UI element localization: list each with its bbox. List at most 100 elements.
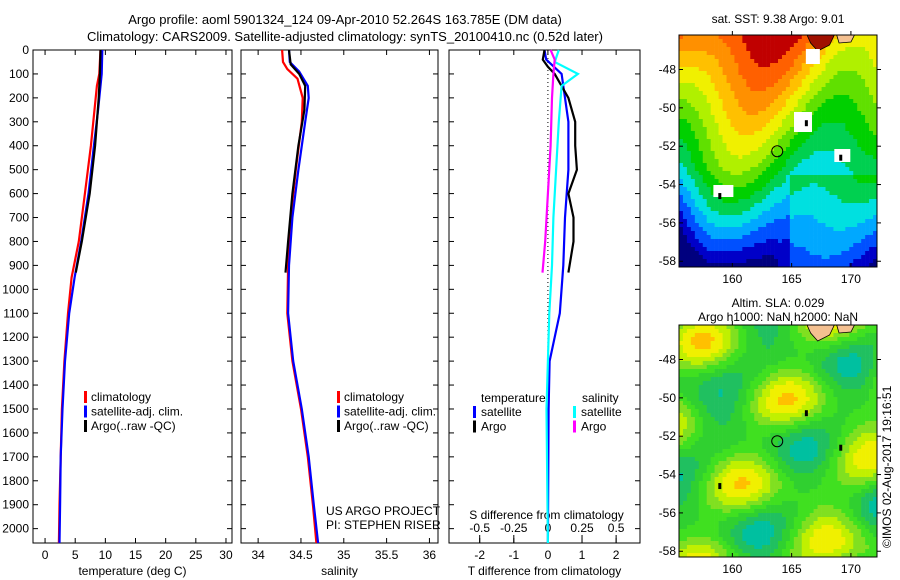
map-cell xyxy=(825,215,830,220)
map-cell xyxy=(817,381,822,386)
map-cell xyxy=(849,199,854,204)
map-cell xyxy=(853,47,858,52)
map-cell xyxy=(746,397,751,402)
map-cell xyxy=(778,409,783,414)
map-cell xyxy=(766,409,771,414)
map-cell xyxy=(679,43,684,48)
map-cell xyxy=(686,441,692,446)
map-cell xyxy=(825,389,830,394)
map-cell xyxy=(809,433,814,438)
map-cell xyxy=(762,381,767,386)
map-cell xyxy=(774,191,779,196)
map-cell xyxy=(726,325,731,330)
map-cell xyxy=(718,163,723,168)
map-cell xyxy=(837,99,842,104)
map-cell xyxy=(873,365,878,370)
map-cell xyxy=(750,461,755,466)
map-cell xyxy=(781,333,787,338)
map-cell xyxy=(869,453,874,458)
map-cell xyxy=(682,385,688,390)
map-cell xyxy=(853,461,858,466)
map-cell xyxy=(865,453,870,458)
map-cell xyxy=(778,143,783,148)
map-cell xyxy=(722,203,727,208)
map-cell xyxy=(762,393,767,398)
map-cell xyxy=(849,131,854,136)
map-cell xyxy=(702,349,708,354)
map-cell xyxy=(682,171,688,176)
map-cell xyxy=(817,179,822,184)
map-cell xyxy=(679,457,684,462)
map-cell xyxy=(833,353,838,358)
map-cell xyxy=(730,357,735,362)
map-cell xyxy=(781,235,787,240)
map-cell xyxy=(837,127,842,132)
map-cell xyxy=(702,377,708,382)
map-cell xyxy=(714,135,719,140)
map-cell xyxy=(714,179,719,184)
map-cell xyxy=(766,437,771,442)
map-cell xyxy=(694,393,700,398)
map-cell xyxy=(797,333,803,338)
map-cell xyxy=(686,449,692,454)
map-cell xyxy=(682,127,688,132)
map-cell xyxy=(734,393,739,398)
map-cell xyxy=(714,107,719,112)
map-cell xyxy=(825,115,830,120)
map-cell xyxy=(793,263,799,268)
map-cell xyxy=(817,341,822,346)
map-cell xyxy=(730,457,735,462)
map-cell xyxy=(734,465,739,470)
map-cell xyxy=(797,401,803,406)
map-cell xyxy=(821,421,826,426)
map-cell xyxy=(746,63,751,68)
map-cell xyxy=(797,453,803,458)
map-cell xyxy=(869,135,874,140)
map-cell xyxy=(694,457,700,462)
map-cell xyxy=(833,357,838,362)
map-cell xyxy=(730,95,735,100)
map-cell xyxy=(718,147,723,152)
map-cell xyxy=(793,389,799,394)
map-cell xyxy=(845,139,850,144)
map-cell xyxy=(686,191,692,196)
map-cell xyxy=(801,87,807,92)
y-tick-label: 900 xyxy=(9,258,29,272)
s-tick-label: 0.25 xyxy=(570,521,594,535)
map-cell xyxy=(738,111,743,116)
map-cell xyxy=(853,393,858,398)
map-cell xyxy=(801,211,807,216)
map-cell xyxy=(750,243,755,248)
map-cell xyxy=(766,425,771,430)
map-cell xyxy=(801,191,807,196)
map-cell xyxy=(825,393,830,398)
map-cell xyxy=(690,457,696,462)
map-cell xyxy=(758,385,763,390)
map-cell xyxy=(813,111,818,116)
map-cell xyxy=(726,425,731,430)
map-cell xyxy=(679,341,684,346)
map-cell xyxy=(781,247,787,252)
map-cell xyxy=(817,143,822,148)
map-cell xyxy=(714,413,719,418)
map-cell xyxy=(869,433,874,438)
map-cell xyxy=(722,75,727,80)
map-cell xyxy=(738,159,743,164)
map-cell xyxy=(853,227,858,232)
map-cell xyxy=(801,79,807,84)
map-cell xyxy=(738,55,743,60)
map-cell xyxy=(718,449,723,454)
map-cell xyxy=(833,43,838,48)
map-cell xyxy=(766,211,771,216)
map-cell xyxy=(694,215,700,220)
map-cell xyxy=(853,83,858,88)
map-cell xyxy=(825,187,830,192)
map-cell xyxy=(714,231,719,236)
map-cell xyxy=(865,457,870,462)
map-cell xyxy=(742,155,747,160)
map-cell xyxy=(857,333,862,338)
map-cell xyxy=(845,111,850,116)
map-cell xyxy=(698,95,704,100)
map-cell xyxy=(793,337,799,342)
map-cell xyxy=(738,59,743,64)
